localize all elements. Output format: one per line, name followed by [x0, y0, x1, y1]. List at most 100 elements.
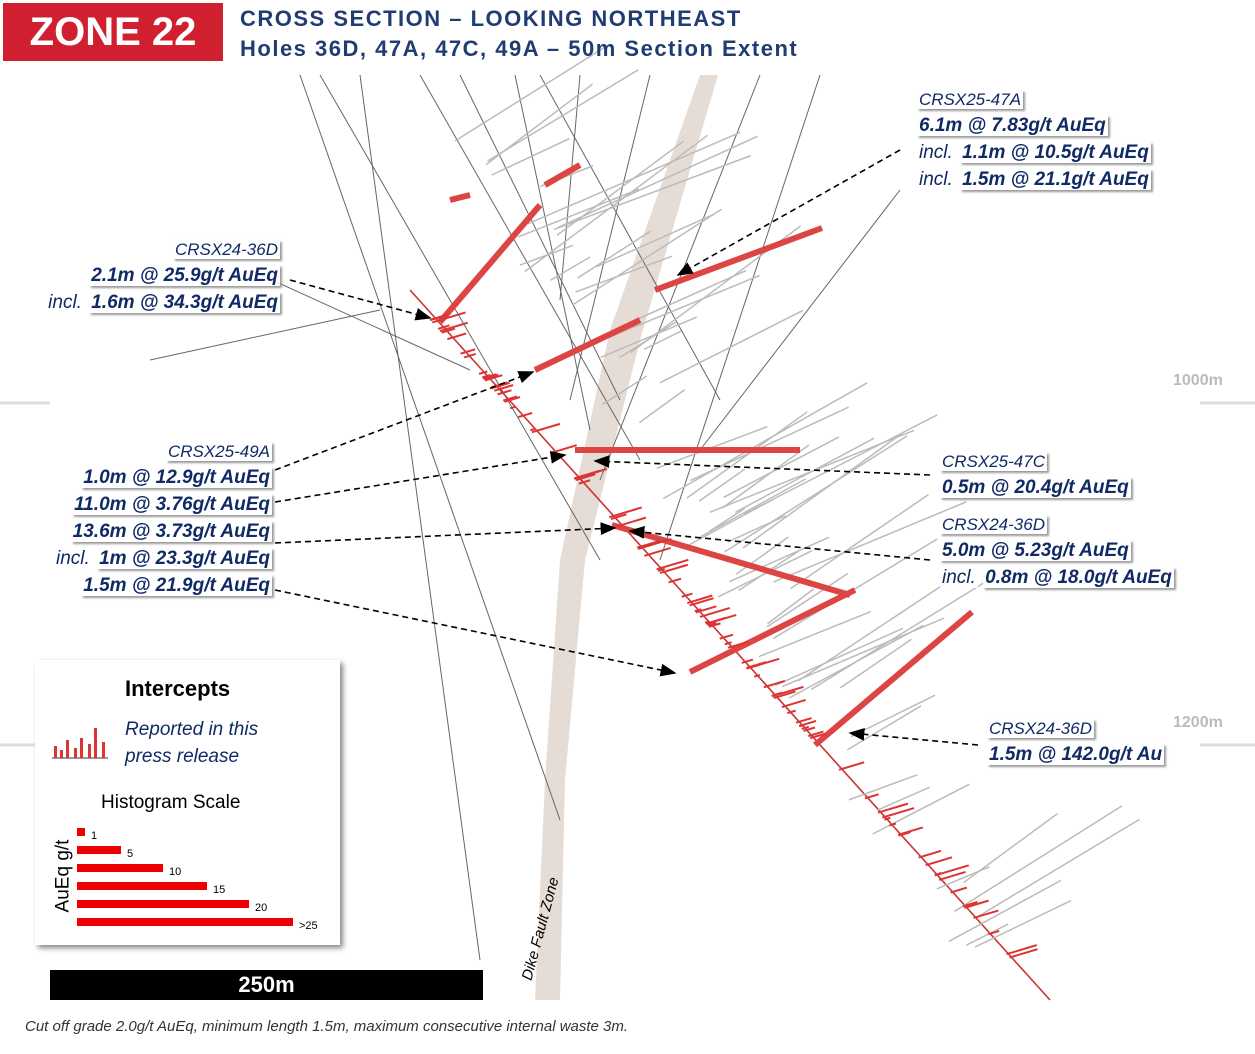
intercept-text: 0.8m @ 18.0g/t AuEq	[983, 567, 1174, 588]
intercept-text: 11.0m @ 3.76g/t AuEq	[72, 494, 272, 515]
drill-hole	[319, 74, 601, 561]
scale-bar: 250m	[50, 970, 483, 1000]
drill-trace	[743, 414, 938, 515]
title-block: CROSS SECTION – LOOKING NORTHEAST Holes 3…	[240, 4, 798, 64]
intercept-tick	[882, 807, 915, 819]
drill-trace	[553, 154, 752, 231]
drill-trace	[976, 818, 1140, 918]
callout: CRSX24-36D 1.5m @ 142.0g/t Au	[987, 717, 1165, 768]
intercept-line: 13.6m @ 3.73g/t AuEq	[54, 518, 272, 545]
drill-trace	[699, 478, 807, 538]
drill-trace	[974, 899, 1072, 948]
drill-hole	[539, 74, 721, 401]
drill-trace	[948, 879, 1062, 943]
intercept-text: 0.5m @ 20.4g/t AuEq	[940, 477, 1131, 498]
intercept-tick	[719, 633, 734, 640]
drill-trace	[717, 549, 813, 598]
intercept-tick	[517, 411, 533, 419]
intercept-tick	[509, 405, 515, 410]
scale-label: >25	[299, 920, 318, 932]
drill-trace	[758, 610, 872, 658]
intercept-tick	[864, 793, 879, 800]
drill-hole	[659, 74, 821, 561]
fault-zone	[535, 75, 718, 1000]
intercept-tick	[637, 537, 672, 550]
drill-trace	[619, 321, 676, 359]
intercept-tick	[787, 709, 796, 715]
drill-trace	[517, 188, 640, 238]
intercept-tick	[973, 909, 999, 919]
intercept-tick	[808, 730, 824, 738]
intercept-tick	[741, 658, 754, 664]
intercept-tick	[938, 870, 966, 881]
intercept-tick	[898, 831, 911, 837]
drill-trace	[772, 538, 938, 640]
intercept-bar	[533, 317, 642, 373]
drill-trace	[454, 44, 610, 142]
intercept-tick	[705, 613, 737, 625]
drill-trace	[797, 575, 957, 682]
drill-hole	[459, 74, 621, 401]
drill-trace	[600, 316, 698, 359]
intercept-bar	[813, 609, 974, 748]
intercept-bar	[437, 203, 543, 324]
drill-hole	[409, 289, 1051, 1001]
drill-trace	[773, 501, 967, 583]
callout: CRSX24-36D 2.1m @ 25.9g/t AuEq incl. 1.6m …	[46, 238, 280, 316]
drill-trace	[723, 436, 840, 499]
intercept-tick	[809, 732, 827, 740]
intercept-tick	[704, 620, 710, 624]
intercept-tick	[838, 761, 865, 771]
intercept-tick	[656, 558, 689, 571]
intercept-tick	[753, 674, 761, 678]
intercept-tick	[429, 313, 448, 321]
intercept-text: 2.1m @ 25.9g/t AuEq	[89, 265, 280, 286]
intercept-line: 0.5m @ 20.4g/t AuEq	[940, 474, 1131, 501]
intercept-tick	[962, 901, 978, 908]
drill-trace	[729, 536, 830, 583]
intercept-tick	[934, 872, 942, 876]
incl-prefix: incl.	[917, 169, 955, 190]
drill-trace	[487, 69, 639, 162]
intercept-line: 1.5m @ 21.9g/t AuEq	[54, 572, 272, 599]
intercept-tick	[636, 539, 661, 549]
drill-hole	[359, 74, 481, 961]
intercept-tick	[707, 621, 717, 627]
intercept-text: 1.1m @ 10.5g/t AuEq	[960, 142, 1151, 163]
intercept-text: 1m @ 23.3g/t AuEq	[97, 548, 272, 569]
intercept-bar	[611, 522, 851, 598]
drill-trace	[721, 444, 810, 509]
hole-text: CRSX25-47A	[917, 90, 1024, 109]
intercept-tick	[437, 324, 450, 330]
drill-trace	[846, 705, 922, 751]
drill-trace	[643, 330, 682, 351]
drill-trace	[623, 269, 747, 326]
intercept-tick	[925, 856, 953, 867]
drill-trace	[524, 134, 708, 273]
drill-trace	[686, 411, 808, 499]
intercept-line: 5.0m @ 5.23g/t AuEq	[940, 537, 1174, 564]
drill-trace	[596, 213, 715, 268]
intercept-tick	[504, 396, 521, 403]
incl-prefix: incl.	[54, 548, 92, 569]
drill-trace	[965, 923, 1009, 946]
hole-name: CRSX25-49A	[54, 440, 272, 464]
intercept-tick	[708, 622, 721, 628]
intercept-histograms	[429, 162, 1038, 959]
intercept-line: 1.0m @ 12.9g/t AuEq	[54, 464, 272, 491]
intercept-tick	[657, 567, 666, 572]
hole-text: CRSX24-36D	[940, 515, 1047, 534]
intercept-line: 2.1m @ 25.9g/t AuEq	[46, 262, 280, 289]
hole-name: CRSX25-47C	[940, 450, 1131, 474]
drill-trace	[709, 429, 915, 514]
drill-trace	[742, 431, 904, 549]
intercept-tick	[578, 479, 591, 485]
intercept-text: 1.5m @ 21.9g/t AuEq	[81, 575, 272, 596]
legend-text: press release	[125, 746, 240, 767]
drill-trace	[734, 437, 875, 514]
intercept-tick	[573, 469, 600, 480]
hole-text: CRSX24-36D	[987, 719, 1094, 738]
scale-title: Histogram Scale	[101, 792, 241, 813]
scale-bar	[77, 828, 85, 836]
callout: CRSX25-47C 0.5m @ 20.4g/t AuEq	[940, 450, 1131, 501]
